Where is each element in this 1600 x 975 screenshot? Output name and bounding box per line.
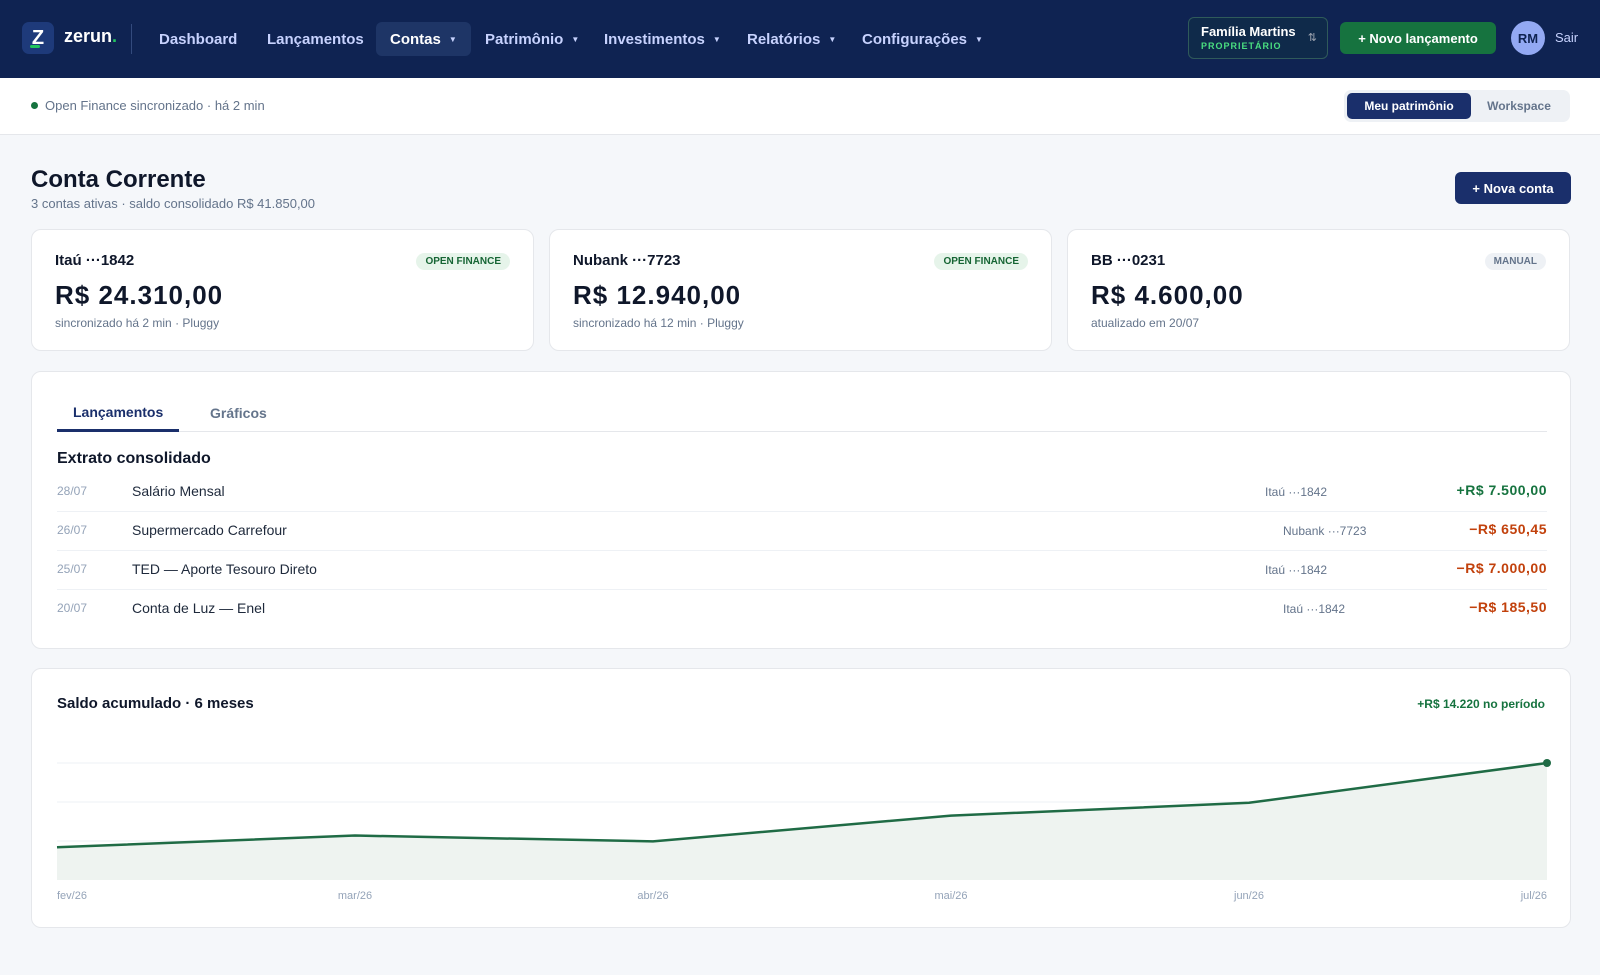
chevron-down-icon: ▼ xyxy=(712,34,721,44)
chevron-down-icon: ▼ xyxy=(975,34,983,44)
account-balance: R$ 12.940,00 xyxy=(573,280,742,310)
nav-item-label: Configurações xyxy=(862,30,968,48)
new-account-button[interactable]: + Nova conta xyxy=(1455,172,1571,204)
brand-name[interactable]: zerun. xyxy=(64,26,118,46)
chart-title: Saldo acumulado · 6 meses xyxy=(57,695,254,712)
account-source-badge: OPEN FINANCE xyxy=(934,253,1028,270)
account-balance: R$ 4.600,00 xyxy=(1091,280,1244,310)
statement-panel: Lançamentos Gráficos Extrato consolidado… xyxy=(31,371,1571,649)
nav-item-label: Lançamentos xyxy=(267,30,364,48)
nav-item-label: Patrimônio xyxy=(485,30,564,48)
top-navbar: Z zerun. Dashboard Lançamentos Contas ▼ Patr… xyxy=(0,0,1600,78)
sync-status-text: Open Finance sincronizado · há 2 min xyxy=(45,98,265,113)
logo-letter: Z xyxy=(31,26,45,49)
table-row[interactable]: 28/07 Salário Mensal Itaú ···1842 +R$ 7.500… xyxy=(57,473,1547,512)
nav-item[interactable]: Dashboard xyxy=(145,22,251,56)
scope-toggle: Meu patrimônio Workspace xyxy=(1344,90,1570,122)
account-card[interactable]: BB ···0231 MANUAL R$ 4.600,00 atualizado em… xyxy=(1067,229,1570,351)
entry-account: Itaú ···1842 xyxy=(1283,602,1346,616)
swap-icon: ⇅ xyxy=(1307,32,1317,44)
table-row[interactable]: 20/07 Conta de Luz — Enel Itaú ···1842 −R$ … xyxy=(57,590,1547,629)
logo-icon[interactable]: Z xyxy=(22,22,54,54)
scope-my-assets[interactable]: Meu patrimônio xyxy=(1347,93,1471,119)
chart-x-tick-label: jun/26 xyxy=(1233,890,1264,902)
nav-item-label: Relatórios xyxy=(747,30,821,48)
chart-x-tick-label: mar/26 xyxy=(338,890,372,902)
nav-item[interactable]: Patrimônio ▼ xyxy=(471,22,593,56)
account-name: Nubank ···7723 xyxy=(573,252,681,269)
entry-date: 28/07 xyxy=(57,484,88,498)
nav-item-label: Dashboard xyxy=(159,30,238,48)
logout-link[interactable]: Sair xyxy=(1555,30,1579,45)
account-card[interactable]: Nubank ···7723 OPEN FINANCE R$ 12.940,00 si… xyxy=(549,229,1052,351)
account-source-badge: OPEN FINANCE xyxy=(416,253,510,270)
nav-item[interactable]: Investimentos ▼ xyxy=(590,22,735,56)
nav-item[interactable]: Configurações ▼ xyxy=(848,22,997,56)
sync-status-icon xyxy=(31,102,38,109)
balance-line-chart: fev/26 mar/26 abr/26 mai/26 jun/26 jul/26 xyxy=(56,759,1551,902)
tab-bar: Lançamentos Gráficos xyxy=(57,394,1547,432)
entry-amount: −R$ 7.000,00 xyxy=(1456,560,1547,576)
table-row[interactable]: 26/07 Supermercado Carrefour Nubank ···772… xyxy=(57,512,1547,551)
entry-account: Itaú ···1842 xyxy=(1265,485,1328,499)
page-subtitle: 3 contas ativas · saldo consolidado R$ 4… xyxy=(31,196,316,211)
chart-period-delta: +R$ 14.220 no período xyxy=(1417,697,1545,711)
nav-item[interactable]: Contas ▼ xyxy=(376,22,471,56)
chart-area-fill xyxy=(57,763,1547,880)
sync-status-bar: Open Finance sincronizado · há 2 min Meu… xyxy=(0,78,1600,135)
tab-charts[interactable]: Gráficos xyxy=(210,405,267,421)
account-sync-info: sincronizado há 12 min · Pluggy xyxy=(573,316,744,330)
account-balance: R$ 24.310,00 xyxy=(55,280,224,310)
account-card[interactable]: Itaú ···1842 OPEN FINANCE R$ 24.310,00 sinc… xyxy=(31,229,534,351)
avatar[interactable]: RM xyxy=(1511,21,1545,55)
account-source-badge: MANUAL xyxy=(1484,253,1546,270)
balance-chart-panel: Saldo acumulado · 6 meses +R$ 14.220 no … xyxy=(31,668,1571,928)
chart-x-tick-label: mai/26 xyxy=(934,890,967,902)
chart-x-tick-label: fev/26 xyxy=(57,890,87,902)
workspace-name: Família Martins xyxy=(1201,24,1296,39)
workspace-selector[interactable]: Família Martins PROPRIETÁRIO ⇅ xyxy=(1188,17,1328,59)
nav-item-label: Investimentos xyxy=(604,30,705,48)
entry-description: Salário Mensal xyxy=(132,483,225,499)
chart-x-tick-label: jul/26 xyxy=(1520,890,1547,902)
tab-entries[interactable]: Lançamentos xyxy=(57,394,180,432)
statement-title: Extrato consolidado xyxy=(57,450,211,467)
nav-item[interactable]: Lançamentos xyxy=(253,22,378,56)
entry-date: 20/07 xyxy=(57,601,88,615)
page-title: Conta Corrente xyxy=(31,166,206,193)
entry-amount: −R$ 650,45 xyxy=(1469,521,1547,537)
workspace-role: PROPRIETÁRIO xyxy=(1201,41,1282,51)
chevron-down-icon: ▼ xyxy=(571,34,580,44)
entry-date: 25/07 xyxy=(57,562,88,576)
entry-amount: −R$ 185,50 xyxy=(1469,599,1547,615)
nav-item-label: Contas xyxy=(390,30,441,48)
nav-divider xyxy=(131,24,132,54)
account-sync-info: atualizado em 20/07 xyxy=(1091,316,1200,330)
entry-description: TED — Aporte Tesouro Direto xyxy=(132,561,317,577)
entry-account: Itaú ···1842 xyxy=(1265,563,1328,577)
chart-x-tick-label: abr/26 xyxy=(637,890,668,902)
nav-item[interactable]: Relatórios ▼ xyxy=(733,22,850,56)
entry-account: Nubank ···7723 xyxy=(1283,524,1367,538)
account-sync-info: sincronizado há 2 min · Pluggy xyxy=(55,316,220,330)
entry-amount: +R$ 7.500,00 xyxy=(1456,482,1547,498)
entry-description: Supermercado Carrefour xyxy=(132,522,287,538)
chevron-down-icon: ▼ xyxy=(828,34,837,44)
chart-series-line xyxy=(56,761,1548,849)
account-name: Itaú ···1842 xyxy=(55,252,135,269)
entry-date: 26/07 xyxy=(57,523,88,537)
chart-last-point[interactable] xyxy=(1543,759,1551,767)
chevron-down-icon: ▼ xyxy=(448,34,457,44)
table-row[interactable]: 25/07 TED — Aporte Tesouro Direto Itaú ···… xyxy=(57,551,1547,590)
account-name: BB ···0231 xyxy=(1091,252,1166,269)
scope-workspace[interactable]: Workspace xyxy=(1487,99,1551,113)
new-entry-button[interactable]: + Novo lançamento xyxy=(1340,22,1496,54)
entry-description: Conta de Luz — Enel xyxy=(132,600,266,616)
